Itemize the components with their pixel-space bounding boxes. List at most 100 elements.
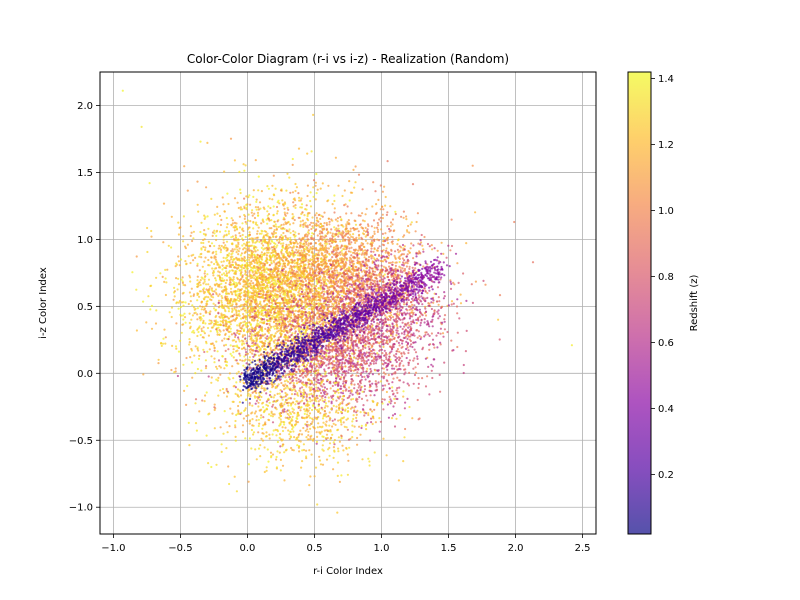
- data-point: [294, 206, 297, 209]
- data-point: [244, 251, 247, 254]
- data-point: [186, 189, 189, 192]
- data-point: [394, 212, 397, 216]
- data-point: [268, 197, 271, 200]
- data-point: [187, 255, 190, 258]
- data-point: [233, 306, 236, 309]
- data-point: [261, 273, 264, 276]
- data-point: [194, 311, 197, 314]
- data-point: [298, 287, 301, 290]
- data-point: [297, 254, 300, 257]
- data-point: [237, 338, 240, 341]
- data-point: [204, 246, 207, 249]
- data-point: [384, 204, 387, 207]
- data-point: [252, 349, 255, 352]
- data-point: [256, 319, 259, 322]
- data-point: [200, 256, 203, 259]
- data-point: [405, 215, 408, 218]
- data-point: [208, 319, 211, 322]
- data-point: [255, 291, 258, 294]
- data-point: [246, 325, 249, 328]
- data-point: [264, 327, 267, 330]
- data-point: [262, 293, 265, 296]
- data-point: [319, 187, 322, 190]
- data-point: [289, 191, 292, 194]
- data-point: [279, 275, 282, 279]
- data-point: [257, 226, 260, 229]
- data-point: [225, 270, 228, 273]
- data-point: [275, 282, 278, 285]
- data-point: [297, 232, 300, 235]
- data-point: [295, 239, 298, 242]
- data-point: [245, 340, 248, 343]
- data-point: [213, 357, 216, 360]
- data-point: [203, 260, 206, 263]
- data-point: [205, 186, 208, 189]
- data-point: [264, 260, 267, 263]
- data-point: [218, 284, 221, 287]
- data-point: [190, 361, 194, 364]
- data-point: [306, 363, 309, 367]
- data-point: [196, 367, 199, 371]
- data-point: [202, 330, 205, 333]
- data-point: [352, 233, 355, 236]
- data-point: [235, 270, 238, 273]
- data-point: [224, 332, 227, 335]
- data-point: [210, 288, 213, 291]
- data-point: [174, 345, 178, 348]
- data-point: [319, 285, 322, 288]
- data-point: [323, 406, 326, 409]
- data-point: [263, 305, 267, 308]
- data-point: [199, 312, 202, 315]
- data-point: [181, 281, 184, 284]
- data-point: [205, 288, 208, 291]
- data-point: [200, 247, 203, 250]
- data-point: [263, 271, 266, 274]
- data-point: [251, 276, 254, 279]
- data-point: [217, 376, 220, 379]
- data-point: [340, 224, 343, 227]
- data-point: [287, 320, 290, 323]
- data-point: [256, 211, 260, 214]
- data-point: [315, 222, 318, 225]
- data-point: [225, 226, 228, 229]
- data-point: [234, 298, 237, 301]
- data-point: [294, 204, 297, 207]
- data-point: [300, 249, 303, 252]
- data-point: [300, 206, 303, 209]
- data-point: [196, 275, 199, 278]
- data-point: [311, 225, 314, 228]
- data-point: [261, 240, 264, 243]
- data-point: [229, 287, 233, 290]
- data-point: [177, 307, 180, 310]
- data-point: [272, 213, 275, 216]
- data-point: [196, 307, 199, 310]
- data-point: [227, 202, 230, 206]
- data-point: [282, 313, 285, 317]
- data-point: [252, 319, 255, 322]
- data-point: [225, 259, 228, 262]
- data-point: [245, 311, 248, 314]
- data-point: [243, 213, 246, 217]
- data-point: [257, 309, 260, 312]
- data-point: [223, 344, 226, 347]
- data-point: [236, 349, 239, 352]
- data-point: [272, 276, 275, 279]
- data-point: [251, 352, 254, 355]
- data-point: [198, 410, 201, 413]
- data-point: [251, 239, 254, 242]
- data-point: [221, 290, 224, 293]
- data-point: [190, 287, 193, 290]
- data-point: [222, 319, 225, 322]
- data-point: [357, 173, 361, 176]
- data-point: [276, 324, 279, 327]
- data-point: [311, 283, 315, 286]
- data-point: [273, 327, 276, 330]
- data-point: [276, 392, 279, 395]
- data-point: [231, 309, 234, 312]
- data-point: [302, 225, 305, 228]
- data-point: [254, 300, 257, 303]
- data-point: [260, 276, 263, 279]
- data-point: [276, 273, 279, 276]
- data-point: [196, 279, 199, 282]
- data-point: [243, 197, 246, 200]
